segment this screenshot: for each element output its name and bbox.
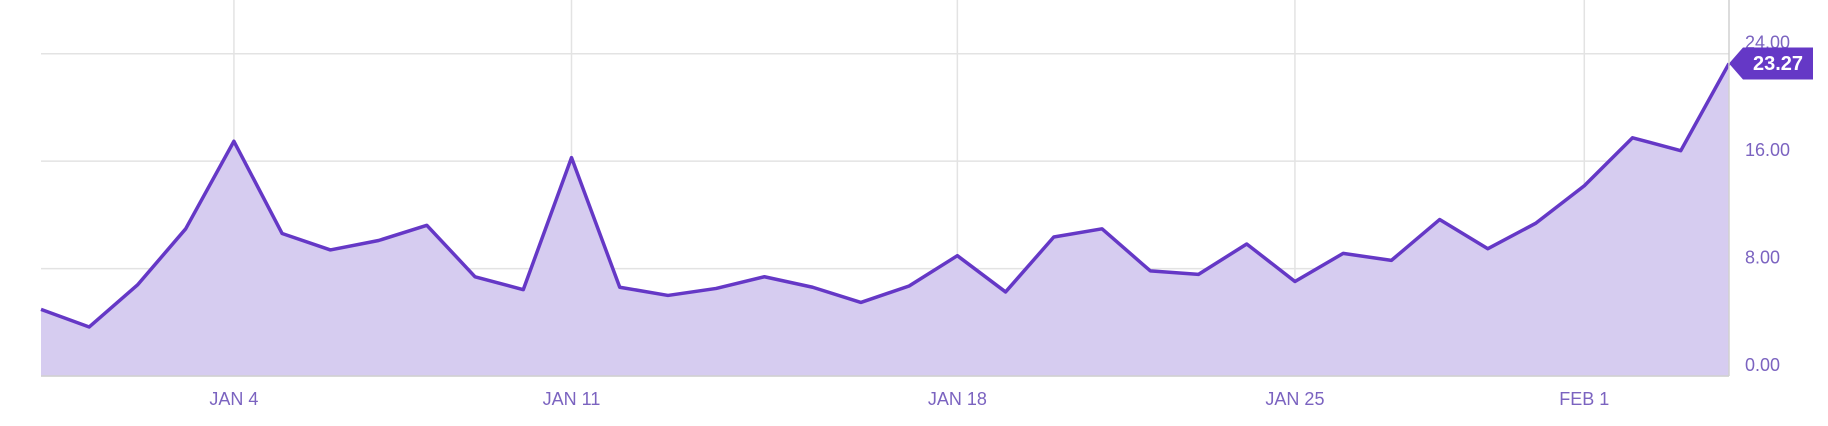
x-tick-label: FEB 1 xyxy=(1559,389,1609,409)
x-tick-label: JAN 11 xyxy=(543,389,601,409)
x-tick-label: JAN 25 xyxy=(1265,389,1324,409)
y-tick-label: 24.00 xyxy=(1745,32,1790,52)
y-tick-label: 16.00 xyxy=(1745,140,1790,160)
value-badge xyxy=(1729,47,1813,80)
y-tick-label: 0.00 xyxy=(1745,355,1780,375)
x-tick-label: JAN 4 xyxy=(209,389,258,409)
area xyxy=(41,63,1729,376)
y-tick-label: 8.00 xyxy=(1745,247,1780,267)
last-value-label: 23.27 xyxy=(1753,53,1803,75)
line xyxy=(40,62,1731,329)
x-tick-label: JAN 18 xyxy=(928,389,987,409)
